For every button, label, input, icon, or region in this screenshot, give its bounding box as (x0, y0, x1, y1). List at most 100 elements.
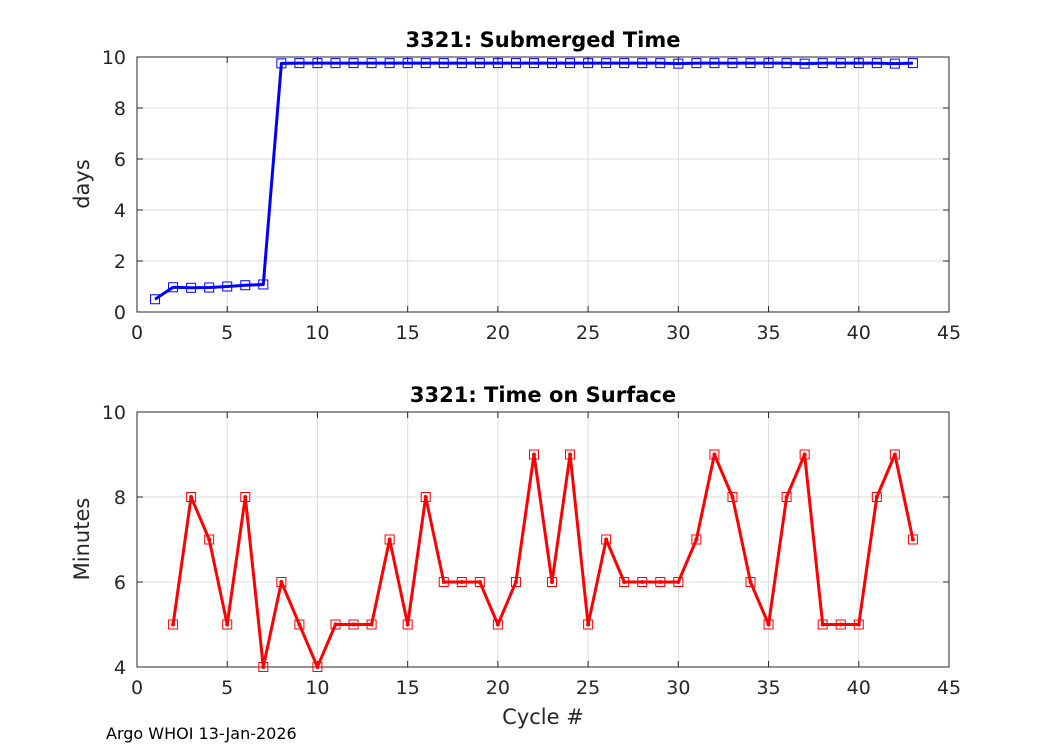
x-tick-label: 10 (305, 677, 329, 699)
data-point (492, 619, 503, 630)
data-point-dot (495, 622, 500, 627)
x-tick-label: 0 (131, 677, 143, 699)
data-point-dot (784, 495, 789, 499)
data-point (727, 58, 738, 69)
data-point (528, 449, 539, 460)
data-point (889, 58, 900, 69)
data-point-dot (441, 580, 446, 584)
data-point (889, 449, 900, 460)
x-tick-label: 15 (396, 322, 420, 344)
x-tick-label: 30 (666, 677, 690, 699)
data-point (799, 449, 810, 460)
data-point (474, 577, 485, 587)
data-point (637, 577, 648, 587)
data-point-dot (207, 537, 212, 542)
data-point-dot (622, 580, 627, 584)
data-point (222, 281, 233, 292)
data-point-dot (802, 452, 807, 457)
data-point-dot (856, 622, 861, 627)
data-point-dot (477, 580, 482, 584)
x-tick-label: 20 (486, 677, 510, 699)
data-point-dot (874, 495, 879, 499)
data-point (294, 58, 305, 69)
data-point-dot (459, 580, 464, 584)
data-point (655, 58, 666, 69)
data-point (312, 662, 323, 672)
data-point (619, 58, 630, 69)
data-point (871, 492, 882, 502)
x-tick-label: 25 (576, 322, 600, 344)
data-point (186, 492, 197, 502)
data-point (312, 58, 323, 69)
data-point (510, 577, 521, 587)
series-line (171, 453, 915, 669)
data-point (817, 58, 828, 69)
x-tick-label: 30 (666, 322, 690, 344)
data-point (835, 619, 846, 630)
data-point-dot (297, 622, 302, 627)
data-point-dot (640, 580, 645, 584)
data-point (276, 577, 287, 587)
data-point (276, 58, 287, 69)
data-point (745, 577, 756, 587)
data-point (222, 619, 233, 630)
y-tick-label: 8 (114, 487, 126, 509)
data-point (709, 449, 720, 460)
data-point (258, 662, 269, 672)
x-tick-label: 20 (486, 322, 510, 344)
data-point-dot (171, 622, 176, 627)
data-point-dot (892, 452, 897, 457)
data-point-dot (423, 495, 428, 499)
data-point-dot (568, 452, 573, 457)
data-point-dot (531, 452, 536, 457)
data-point (817, 619, 828, 630)
data-point (456, 577, 467, 587)
data-point (186, 282, 197, 293)
data-point (763, 58, 774, 69)
data-point (330, 58, 341, 69)
data-point-dot (225, 622, 230, 627)
data-point (727, 492, 738, 502)
data-point (204, 534, 215, 545)
data-point (510, 58, 521, 69)
x-tick-label: 40 (847, 677, 871, 699)
data-point (583, 619, 594, 630)
data-point-dot (694, 537, 699, 542)
x-axis-label: Cycle # (502, 705, 584, 729)
data-point (853, 619, 864, 630)
data-point-dot (351, 622, 356, 627)
data-point-dot (387, 537, 392, 542)
data-point-dot (513, 580, 518, 584)
data-point-dot (586, 622, 591, 627)
x-tick-label: 5 (221, 677, 233, 699)
y-tick-label: 6 (114, 149, 126, 171)
data-point (601, 534, 612, 545)
y-tick-label: 10 (102, 402, 126, 424)
data-point-dot (279, 580, 284, 584)
x-tick-label: 5 (221, 322, 233, 344)
data-point (673, 577, 684, 587)
data-point (619, 577, 630, 587)
data-point (420, 58, 431, 69)
data-point-dot (676, 580, 681, 584)
data-point (366, 619, 377, 630)
data-point (402, 58, 413, 69)
data-point (637, 58, 648, 69)
data-point-dot (243, 495, 248, 499)
plot-area (137, 57, 949, 312)
data-point-dot (712, 452, 717, 457)
data-point-dot (910, 537, 915, 542)
axes-frame (136, 56, 950, 313)
data-point (240, 280, 251, 291)
data-point-dot (369, 622, 374, 627)
data-point (835, 58, 846, 69)
data-point (384, 534, 395, 545)
data-point (258, 279, 269, 290)
data-point (330, 619, 341, 630)
data-point (456, 58, 467, 69)
data-point-dot (838, 622, 843, 627)
data-point (601, 58, 612, 69)
data-point (907, 58, 918, 69)
data-point (474, 58, 485, 69)
